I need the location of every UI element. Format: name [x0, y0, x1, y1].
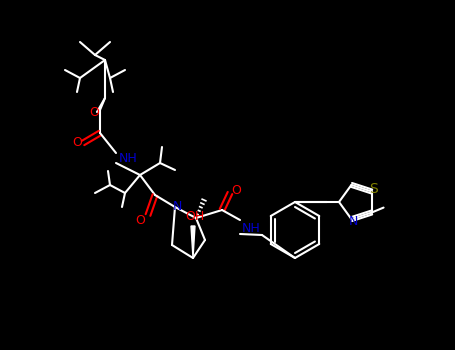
Text: N: N: [349, 215, 358, 228]
Text: O: O: [89, 106, 99, 119]
Text: OH: OH: [185, 210, 205, 223]
Polygon shape: [191, 226, 195, 258]
Text: N: N: [172, 201, 182, 214]
Text: O: O: [135, 215, 145, 228]
Text: O: O: [231, 183, 241, 196]
Text: NH: NH: [119, 152, 138, 164]
Text: O: O: [72, 136, 82, 149]
Text: NH: NH: [242, 222, 261, 235]
Text: S: S: [369, 182, 378, 196]
